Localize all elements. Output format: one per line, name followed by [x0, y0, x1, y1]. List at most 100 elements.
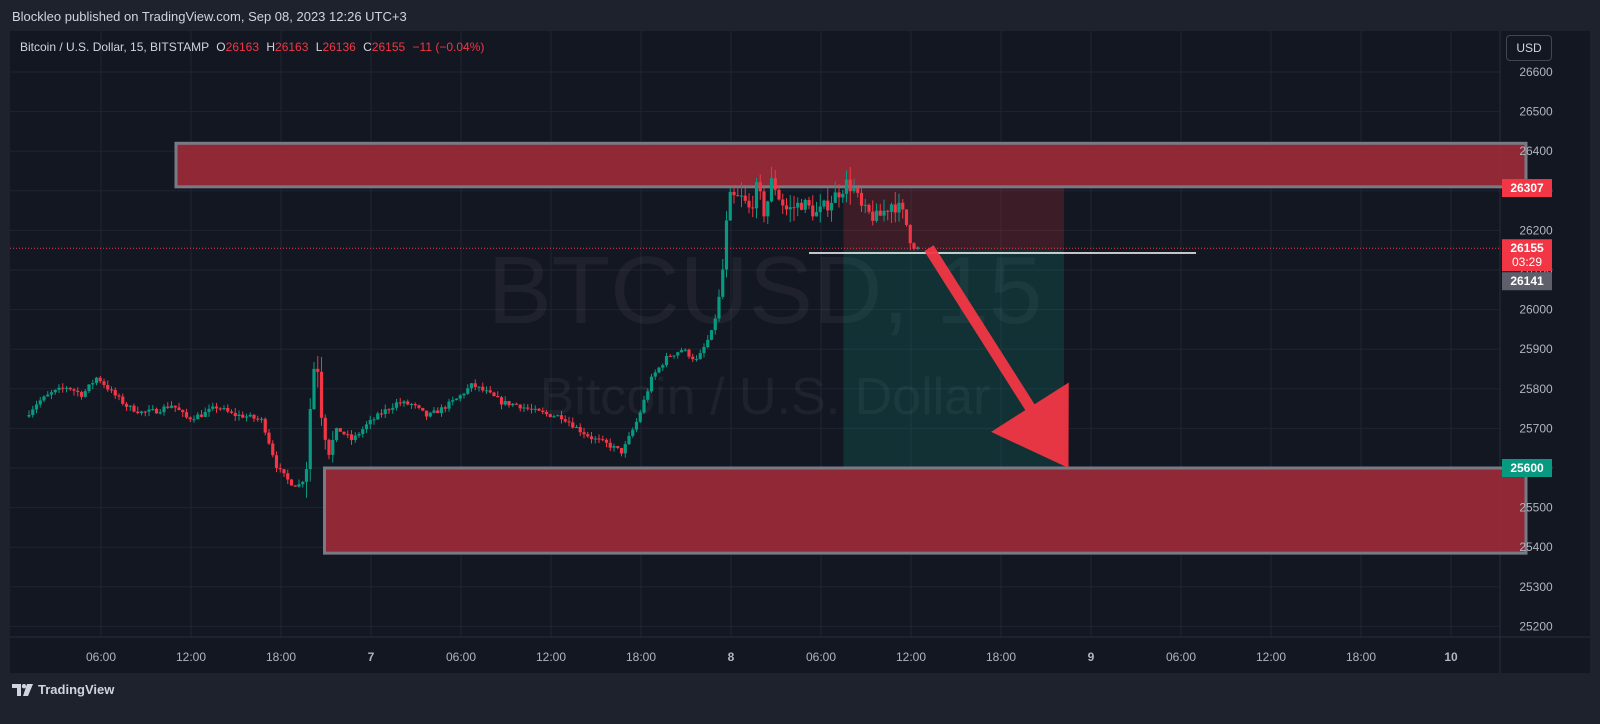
candle-body	[454, 398, 459, 401]
short-position-stop-area[interactable]	[843, 188, 1065, 251]
candle-body	[803, 199, 807, 210]
candle-body	[694, 359, 699, 361]
candle-body	[781, 199, 785, 206]
candle-body	[829, 202, 834, 211]
symbol-label[interactable]: Bitcoin / U.S. Dollar, 15, BITSTAMP	[20, 40, 209, 54]
watermark-name: Bitcoin / U.S. Dollar	[540, 368, 991, 426]
candle-body	[188, 417, 192, 420]
candle-body	[274, 455, 279, 468]
resistance-zone[interactable]	[174, 141, 1528, 189]
candle-body	[754, 182, 759, 209]
candle-body	[766, 201, 770, 217]
candle-body	[811, 205, 815, 217]
price-badge[interactable]	[1502, 239, 1552, 272]
candle-body	[72, 389, 76, 391]
candle-body	[226, 408, 230, 412]
brand-name: TradingView	[38, 682, 115, 697]
candle-body	[589, 436, 594, 440]
candle-body	[529, 408, 534, 410]
candle-body	[458, 395, 462, 399]
candle-body	[199, 414, 204, 417]
open-label: O	[216, 40, 226, 54]
price-badge[interactable]	[1502, 179, 1552, 198]
price-badge[interactable]	[1502, 459, 1552, 477]
candle-body	[166, 406, 170, 408]
x-tick-label: 9	[1088, 650, 1095, 664]
candle-body	[38, 400, 42, 405]
candle-body	[244, 416, 249, 418]
support-zone[interactable]	[323, 466, 1528, 555]
candle-body	[256, 418, 260, 420]
x-tick-label: 18:00	[626, 650, 656, 664]
candle-body	[608, 442, 612, 448]
candle-body	[312, 368, 316, 409]
candle-body	[503, 401, 507, 405]
candle-body	[94, 377, 99, 384]
candle-body	[646, 391, 650, 400]
candle-body	[616, 446, 620, 448]
candle-body	[769, 178, 774, 202]
candle-body	[687, 349, 691, 357]
candle-body	[556, 415, 560, 417]
candle-body	[852, 188, 856, 192]
candle-body	[64, 387, 69, 389]
candle-body	[683, 349, 687, 351]
candle-body	[424, 410, 429, 417]
tradingview-brand[interactable]: TradingView	[12, 682, 114, 697]
price-badge-label: 26307	[1510, 181, 1544, 195]
x-tick-label: 12:00	[896, 650, 926, 664]
candle-body	[507, 401, 511, 406]
candle-body	[856, 188, 860, 193]
candle-body	[327, 439, 331, 455]
candle-body	[158, 412, 162, 414]
candle-body	[724, 220, 729, 270]
candle-body	[267, 432, 271, 444]
candle-body	[762, 191, 766, 217]
chart-panel[interactable]: BTCUSD, 15 Bitcoin / U.S. Dollar 26600 2650…	[10, 31, 1590, 673]
y-tick-label: 26400	[1519, 144, 1553, 158]
candle-body	[203, 411, 207, 417]
candle-body	[391, 407, 395, 410]
candle-body	[383, 409, 387, 415]
candle-body	[886, 210, 890, 212]
candle-body	[728, 191, 732, 221]
y-tick-label: 25400	[1519, 540, 1553, 554]
candle-body	[308, 408, 312, 470]
candle-body	[222, 408, 226, 410]
down-arrow-drawing[interactable]	[890, 224, 1107, 493]
candle-body	[229, 411, 234, 413]
candle-body	[376, 413, 380, 420]
x-tick-label: 18:00	[986, 650, 1016, 664]
candle-body	[233, 412, 237, 416]
candle-body	[604, 439, 609, 443]
candle-body	[638, 412, 642, 422]
x-tick-label: 18:00	[1346, 650, 1376, 664]
y-tick-label: 25900	[1519, 342, 1553, 356]
candle-body	[436, 410, 440, 414]
x-tick-label: 12:00	[1256, 650, 1286, 664]
currency-button[interactable]: USD	[1506, 35, 1552, 61]
candle-body	[679, 350, 684, 353]
candle-body	[42, 396, 46, 401]
candle-body	[297, 484, 301, 487]
price-badge[interactable]	[1502, 272, 1552, 291]
candle-body	[889, 204, 894, 212]
candle-body	[106, 384, 110, 390]
candle-body	[743, 195, 747, 201]
candle-body	[68, 387, 72, 390]
candle-body	[796, 202, 800, 208]
candle-body	[758, 182, 762, 192]
low-value: 26136	[322, 40, 356, 54]
candle-body	[597, 438, 601, 440]
candle-body	[908, 224, 912, 244]
candle-body	[57, 387, 61, 390]
candle-body	[301, 481, 305, 485]
candle-body	[128, 405, 132, 407]
candle-body	[664, 356, 669, 366]
candle-body	[511, 403, 515, 406]
candle-body	[818, 206, 822, 213]
candle-body	[713, 318, 717, 331]
bottom-bar	[0, 674, 1600, 724]
candle-body	[387, 409, 391, 411]
